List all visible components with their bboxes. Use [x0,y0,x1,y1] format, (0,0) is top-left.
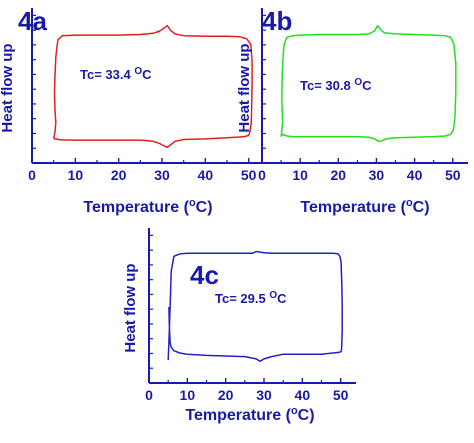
tc-annotation: Tc= 29.5 OC [215,290,287,307]
x-tick-label: 40 [407,167,423,183]
x-tick-label: 10 [292,167,308,183]
x-tick-label: 20 [218,387,234,403]
panel-label: 4a [18,6,47,36]
x-tick-label: 40 [295,387,311,403]
panel-label: 4b [262,6,292,36]
x-tick-label: 0 [145,387,153,403]
y-axis-label: Heat flow up [236,43,253,132]
x-tick-label: 30 [154,167,170,183]
x-tick-label: 20 [331,167,347,183]
tc-annotation: Tc= 33.4 OC [80,66,152,83]
x-tick-label: 0 [28,167,36,183]
dsc-curve [52,24,253,148]
dsc-curve [167,250,343,363]
x-tick-label: 0 [258,167,266,183]
panel-label: 4c [190,260,219,290]
dsc-curve [280,24,457,143]
x-tick-label: 40 [198,167,214,183]
x-tick-label: 30 [369,167,385,183]
panel-4a: 0 10 20 30 40 50 4a Tc= 33.4 OC Heat flow up Temp… [0,6,266,216]
x-tick-label: 20 [111,167,127,183]
tc-annotation: Tc= 30.8 OC [300,77,372,94]
x-tick-label: 30 [256,387,272,403]
x-tick-label: 10 [180,387,196,403]
panel-4b: 0 10 20 30 40 50 4b Tc= 30.8 OC Heat flow up Temp… [236,6,468,216]
y-axis-label: Heat flow up [0,43,16,132]
y-axis-label: Heat flow up [122,263,139,352]
x-axis-label: Temperature (oC) [83,197,212,216]
x-tick-label: 10 [68,167,84,183]
x-tick-label: 50 [445,167,461,183]
x-tick-label: 50 [333,387,349,403]
x-axis-label: Temperature (oC) [185,405,314,424]
x-axis-label: Temperature (oC) [300,197,429,216]
x-tick-label: 50 [241,167,257,183]
